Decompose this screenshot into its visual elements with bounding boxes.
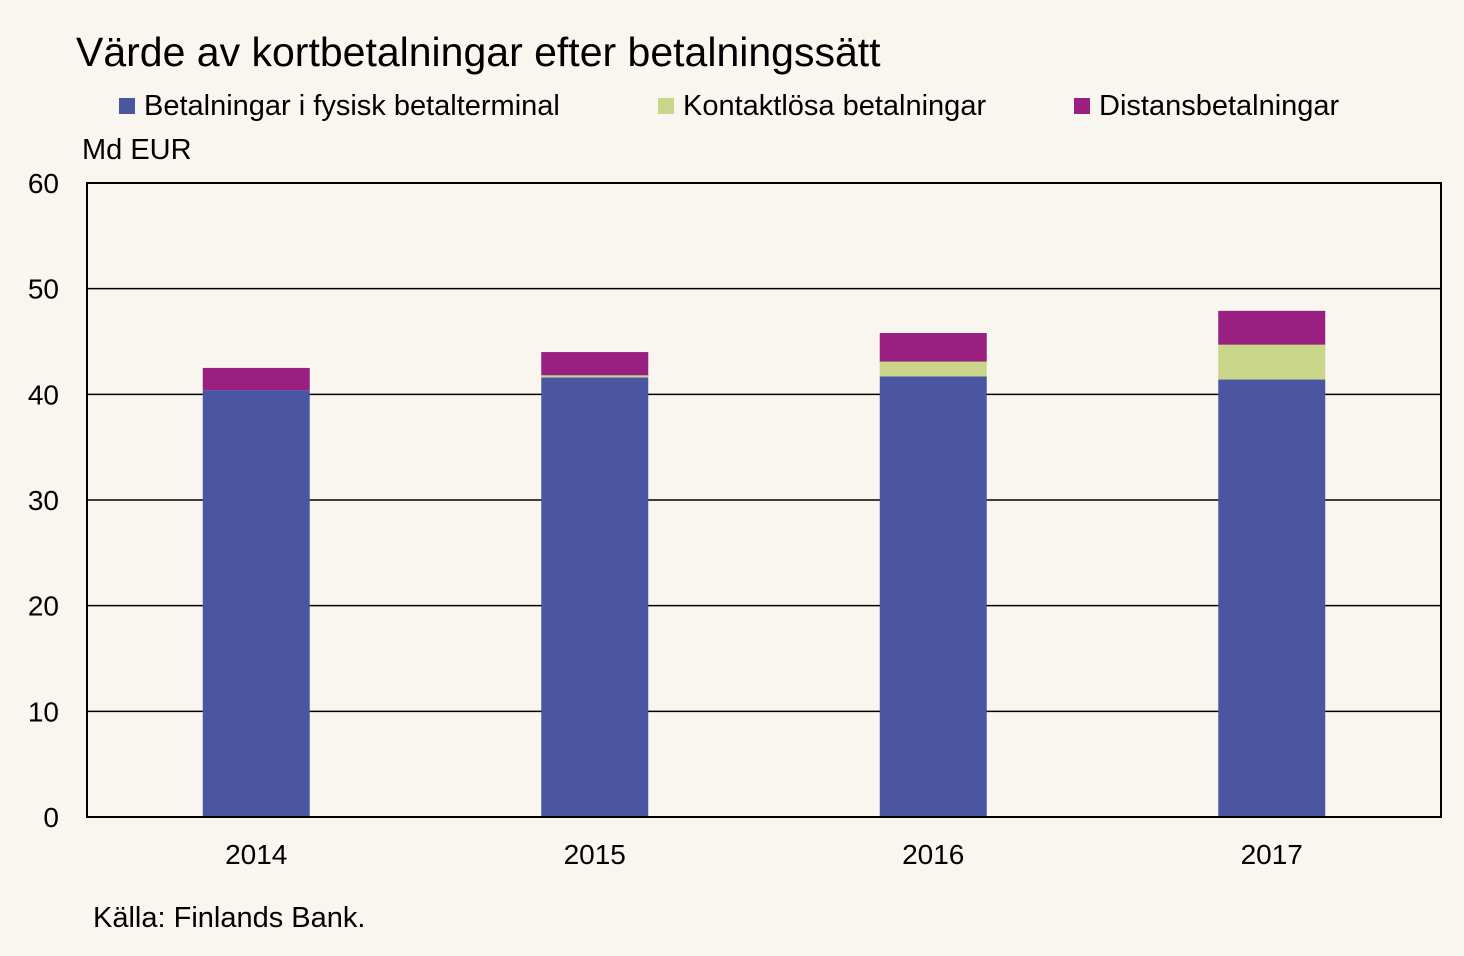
- bar-segment-2017-0: [1218, 379, 1326, 817]
- x-tick-label: 2017: [1241, 839, 1303, 870]
- plot-frame: [86, 182, 1442, 818]
- legend-swatch-fysisk: [119, 98, 135, 114]
- bar-segment-2016-1: [879, 361, 987, 377]
- y-tick-label: 30: [28, 485, 59, 516]
- chart-title: Värde av kortbetalningar efter betalning…: [76, 29, 881, 75]
- y-tick-label: 10: [28, 696, 59, 727]
- bar-segment-2014-0: [202, 390, 310, 817]
- bar-segment-2015-2: [541, 352, 649, 376]
- x-tick-label: 2014: [225, 839, 287, 870]
- legend: Betalningar i fysisk betalterminal Konta…: [0, 86, 1464, 126]
- bar-segment-2015-0: [541, 377, 649, 817]
- y-tick-label: 20: [28, 591, 59, 622]
- source-note: Källa: Finlands Bank.: [93, 902, 366, 934]
- bar-segment-2014-2: [202, 367, 310, 391]
- legend-label-distans: Distansbetalningar: [1099, 90, 1340, 122]
- legend-label-fysisk: Betalningar i fysisk betalterminal: [144, 90, 560, 122]
- legend-swatch-kontaktlosa: [658, 98, 674, 114]
- bar-segment-2016-2: [879, 333, 987, 362]
- y-tick-label: 0: [43, 802, 59, 833]
- bar-segment-2017-1: [1218, 344, 1326, 380]
- legend-item-distans: Distansbetalningar: [1074, 86, 1339, 126]
- legend-item-kontaktlosa: Kontaktlösa betalningar: [658, 86, 986, 126]
- x-tick-label: 2016: [902, 839, 964, 870]
- legend-label-kontaktlosa: Kontaktlösa betalningar: [683, 90, 987, 122]
- y-tick-label: 50: [28, 274, 59, 305]
- x-tick-label: 2015: [564, 839, 626, 870]
- y-tick-label: 60: [28, 168, 59, 199]
- legend-item-fysisk: Betalningar i fysisk betalterminal: [119, 86, 560, 126]
- bar-segment-2015-1: [541, 375, 649, 378]
- y-tick-label: 40: [28, 379, 59, 410]
- bar-segment-2016-0: [879, 376, 987, 817]
- bar-segment-2017-2: [1218, 310, 1326, 345]
- y-axis-unit-label: Md EUR: [82, 134, 192, 166]
- legend-swatch-distans: [1074, 98, 1090, 114]
